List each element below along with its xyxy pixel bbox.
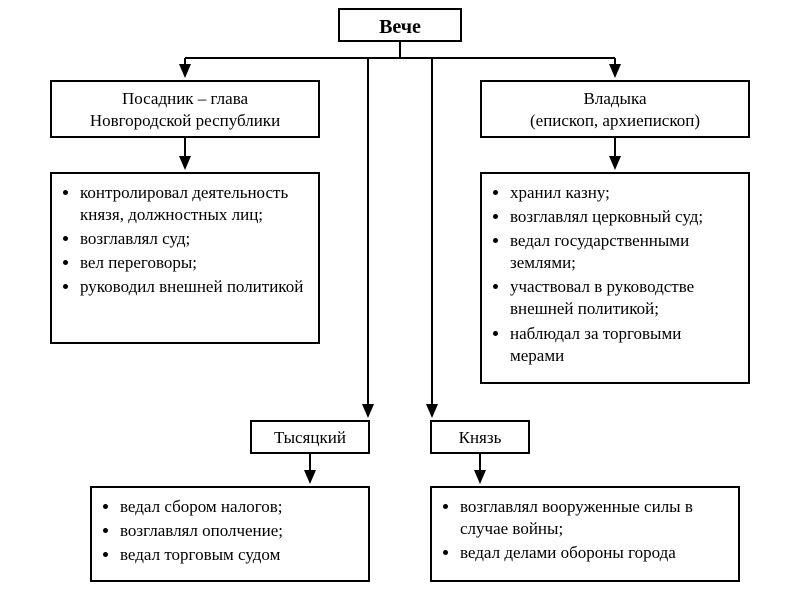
list-item: руководил внешней политикой — [80, 276, 308, 298]
vladyka-header: Владыка (епископ, архиепископ) — [480, 80, 750, 138]
list-item: ведал государственными землями; — [510, 230, 738, 274]
list-item: участвовал в руководстве внешней политик… — [510, 276, 738, 320]
root-node: Вече — [338, 8, 462, 42]
tysyatsky-items: ведал сбором налогов; возглавлял ополчен… — [102, 496, 358, 566]
posadnik-list: контролировал деятель­ность князя, должн… — [50, 172, 320, 344]
posadnik-header: Посадник – глава Новгородской республики — [50, 80, 320, 138]
list-item: хранил казну; — [510, 182, 738, 204]
list-item: возглавлял церковный суд; — [510, 206, 738, 228]
knyaz-label: Князь — [459, 428, 502, 447]
tysyatsky-label: Тысяцкий — [274, 428, 346, 447]
list-item: ведал делами обороны города — [460, 542, 728, 564]
vladyka-line1: Владыка — [584, 89, 647, 108]
tysyatsky-list: ведал сбором налогов; возглавлял ополчен… — [90, 486, 370, 582]
list-item: наблюдал за торговыми мерами — [510, 323, 738, 367]
list-item: возглавлял суд; — [80, 228, 308, 250]
list-item: возглавлял вооруженные силы в случае вой… — [460, 496, 728, 540]
list-item: контролировал деятель­ность князя, должн… — [80, 182, 308, 226]
list-item: возглавлял ополчение; — [120, 520, 358, 542]
list-item: ведал торговым судом — [120, 544, 358, 566]
posadnik-items: контролировал деятель­ность князя, должн… — [62, 182, 308, 298]
knyaz-list: возглавлял вооруженные силы в случае вой… — [430, 486, 740, 582]
posadnik-line1: Посадник – глава — [122, 89, 248, 108]
vladyka-items: хранил казну; возглавлял церковный суд; … — [492, 182, 738, 367]
list-item: вел переговоры; — [80, 252, 308, 274]
posadnik-line2: Новгородской республики — [90, 111, 280, 130]
tysyatsky-header: Тысяцкий — [250, 420, 370, 454]
root-label: Вече — [379, 16, 421, 38]
knyaz-items: возглавлял вооруженные силы в случае вой… — [442, 496, 728, 564]
vladyka-list: хранил казну; возглавлял церковный суд; … — [480, 172, 750, 384]
list-item: ведал сбором налогов; — [120, 496, 358, 518]
knyaz-header: Князь — [430, 420, 530, 454]
vladyka-line2: (епископ, архиепископ) — [530, 111, 700, 130]
